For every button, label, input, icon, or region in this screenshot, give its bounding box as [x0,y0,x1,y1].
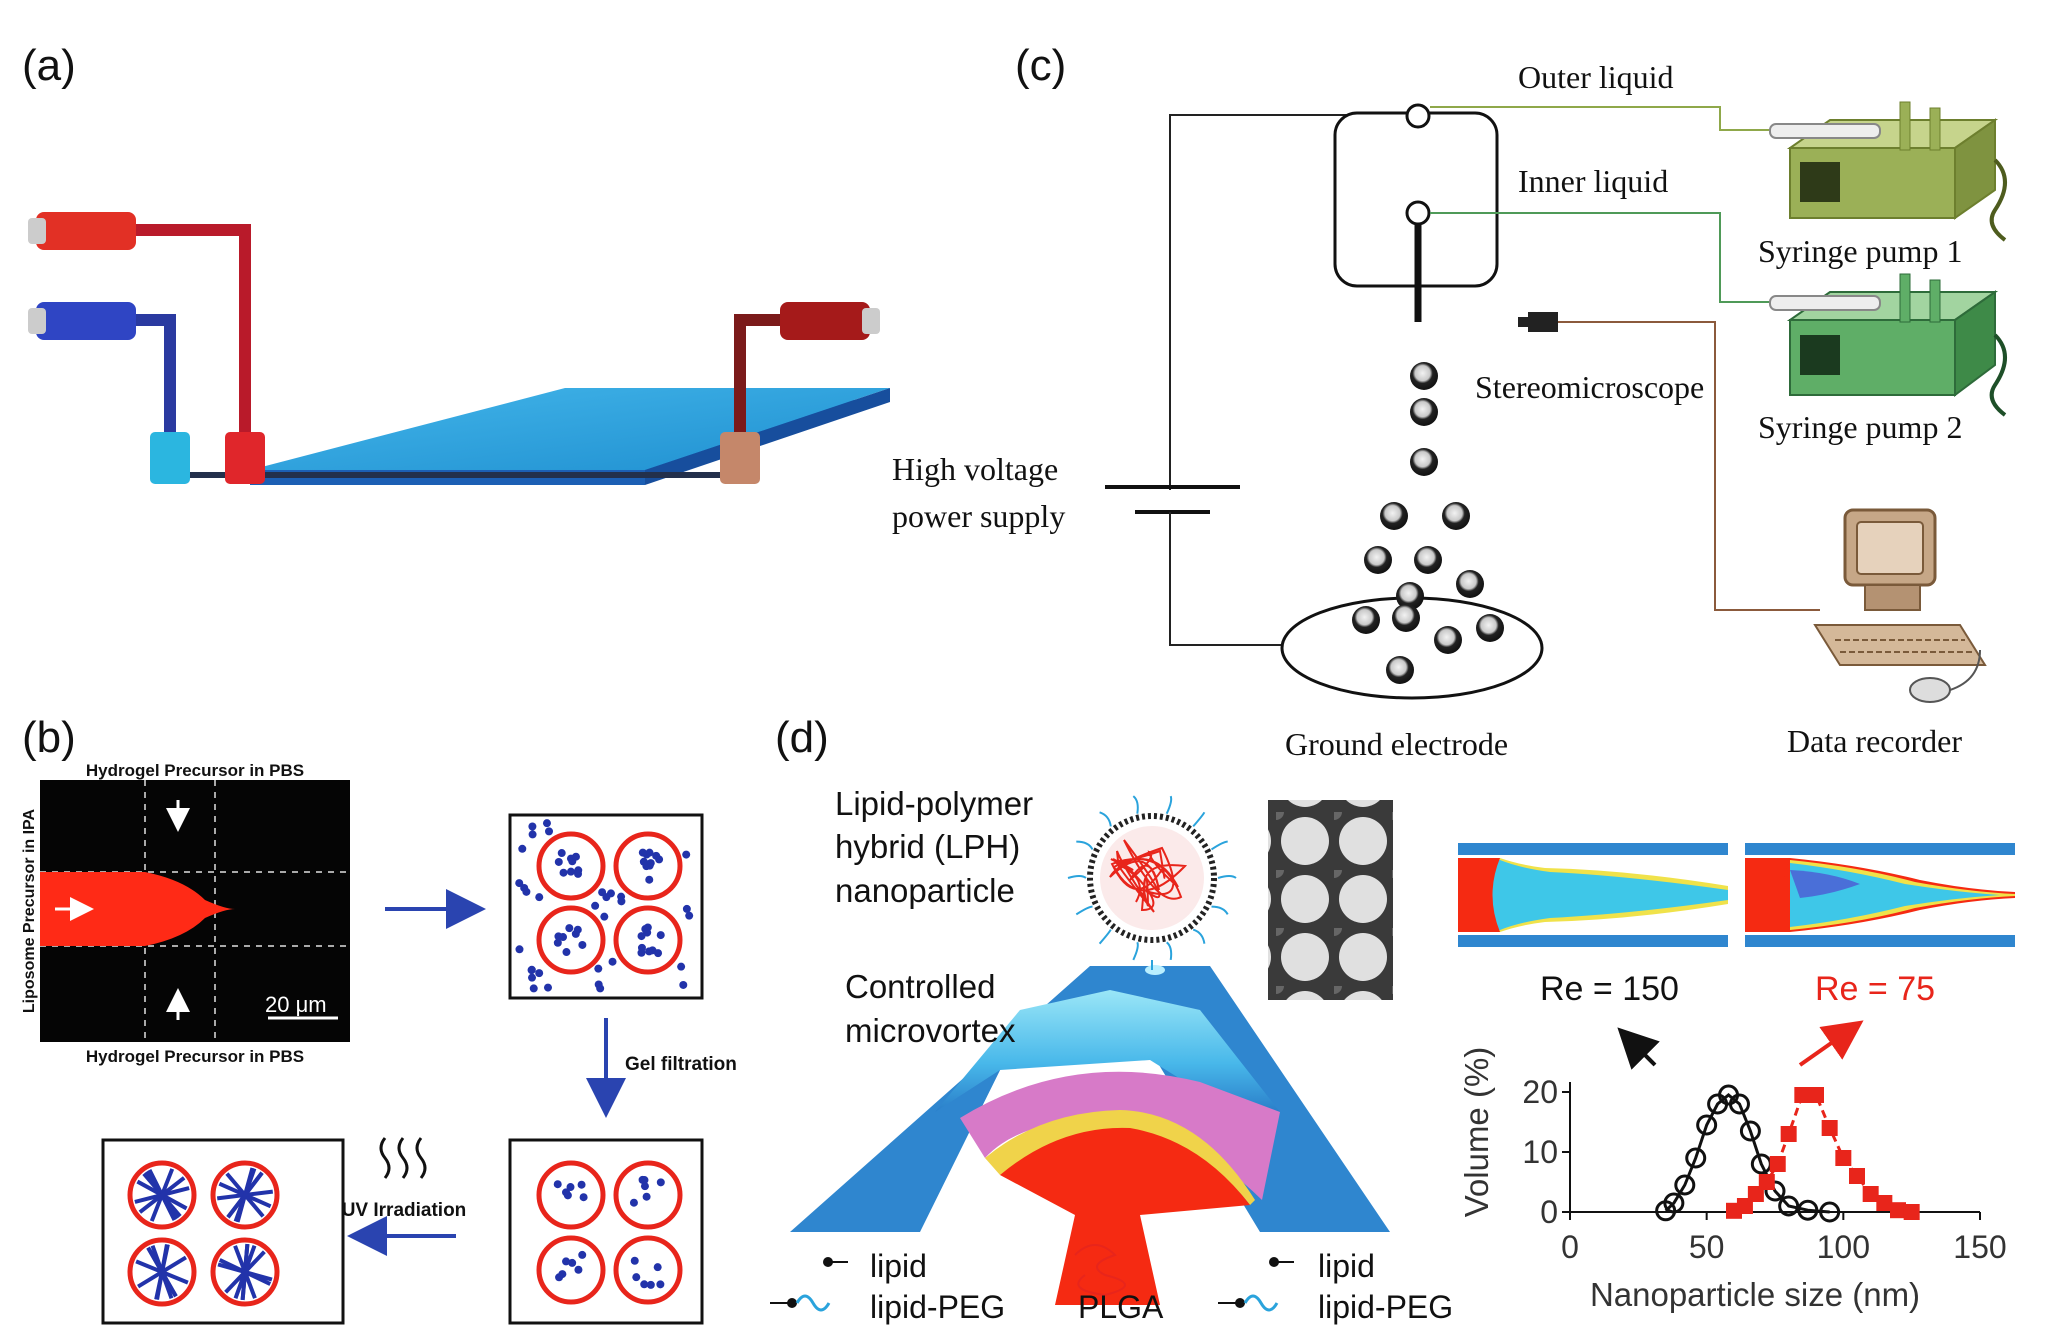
data-point [1778,1195,1800,1217]
syringe-pump-1-icon [1769,101,2007,242]
syringe-pump-2-icon [1769,273,2007,417]
x-tick-label: 50 [1689,1229,1725,1265]
data-point [1769,1156,1786,1172]
data-point [1685,1147,1707,1169]
liposome-side-label: Liposome Precursor in IPA [21,808,38,1013]
flow-simulation-re150 [1458,843,1728,947]
data-point [1674,1174,1696,1196]
data-point [1890,1202,1906,1219]
lph-label-line1: Lipid-polymer [835,785,1033,822]
uv-irradiation-label: UV Irradiation [342,1200,467,1221]
data-point [1794,1087,1811,1103]
pump2-label: Syringe pump 2 [1758,409,1962,445]
uv-wave-icon [379,1137,427,1179]
y-axis-label: Volume (%) [1458,1047,1495,1218]
data-point [1739,1120,1761,1142]
panel-d-label: (d) [775,713,829,762]
tem-micrograph [1268,800,1393,1000]
microfluidic-chip-diagram [28,212,890,485]
x-tick-label: 150 [1953,1229,2006,1265]
inner-liquid-label: Inner liquid [1518,163,1668,199]
pump1-label: Syringe pump 1 [1758,233,1962,269]
re150-label: Re = 150 [1540,970,1679,1008]
data-point [1862,1186,1879,1202]
electrospray-setup [1105,103,1820,700]
re75-label: Re = 75 [1815,970,1935,1008]
x-axis-label: Nanoparticle size (nm) [1590,1276,1920,1313]
arrow-re150 [1617,1027,1660,1070]
vortex-label-line1: Controlled [845,968,995,1005]
series-line-1 [1664,1093,1830,1214]
outer-liquid-label: Outer liquid [1518,59,1674,95]
flow-focusing-micrograph: 20 μm [40,780,350,1042]
data-point [1764,1180,1786,1202]
data-point [1780,1126,1797,1142]
data-point [1849,1168,1865,1184]
lipid-right-label: lipid [1318,1248,1375,1284]
hydrogel-top-label: Hydrogel Precursor in PBS [86,761,304,780]
x-tick-label: 100 [1817,1229,1870,1265]
panel-a-label: (a) [22,41,76,90]
hv-label-line2: power supply [892,498,1065,534]
scale-bar-label: 20 μm [265,992,327,1017]
data-point [1808,1087,1824,1103]
box-liposomes-free-precursor [508,813,704,1000]
lipid-legend-right [1218,1257,1294,1312]
y-tick-label: 20 [1522,1074,1558,1110]
y-tick-label: 0 [1540,1194,1558,1230]
stereomicroscope-label: Stereomicroscope [1475,369,1704,405]
box-hydrogel-liposomes [101,1138,345,1325]
arrow-re75 [1798,1020,1864,1067]
data-point [1797,1199,1819,1221]
box-purified-liposomes [508,1138,704,1325]
data-point [1728,1093,1750,1115]
lipid-left-label: lipid [870,1248,927,1284]
plga-label: PLGA [1078,1289,1164,1325]
flow-simulation-re75 [1745,843,2015,947]
plga-icon [1074,1244,1126,1297]
lipid-legend-left [770,1257,848,1312]
data-point [1876,1195,1893,1211]
x-tick-label: 0 [1561,1229,1579,1265]
microvortex-chip [790,965,1390,1305]
data-point [1758,1174,1775,1190]
data-point [1821,1120,1838,1136]
data-point [1696,1114,1718,1136]
data-point [1819,1201,1841,1223]
data-point [1835,1150,1852,1166]
panel-b-label: (b) [22,713,76,762]
panel-c-label: (c) [1015,41,1066,90]
lipid-peg-right-label: lipid-PEG [1318,1289,1453,1325]
data-point [1903,1204,1920,1220]
size-distribution-chart: 0 50 100 150 0 10 20 Nanoparticle size (nm) Volu… [1458,1047,2007,1313]
vortex-label-line2: microvortex [845,1012,1016,1049]
lipid-peg-left-label: lipid-PEG [870,1289,1005,1325]
data-recorder-label: Data recorder [1787,723,1962,759]
hv-label-line1: High voltage [892,451,1058,487]
data-point [1663,1192,1685,1214]
lph-label-line3: nanoparticle [835,872,1015,909]
computer-icon [1813,508,1987,703]
lph-label-line2: hybrid (LPH) [835,828,1020,865]
lph-nanoparticle-icon [1067,795,1237,970]
ground-electrode-label: Ground electrode [1285,726,1508,762]
hydrogel-bottom-label: Hydrogel Precursor in PBS [86,1047,304,1066]
gel-filtration-label: Gel filtration [625,1054,737,1075]
y-tick-label: 10 [1522,1134,1558,1170]
